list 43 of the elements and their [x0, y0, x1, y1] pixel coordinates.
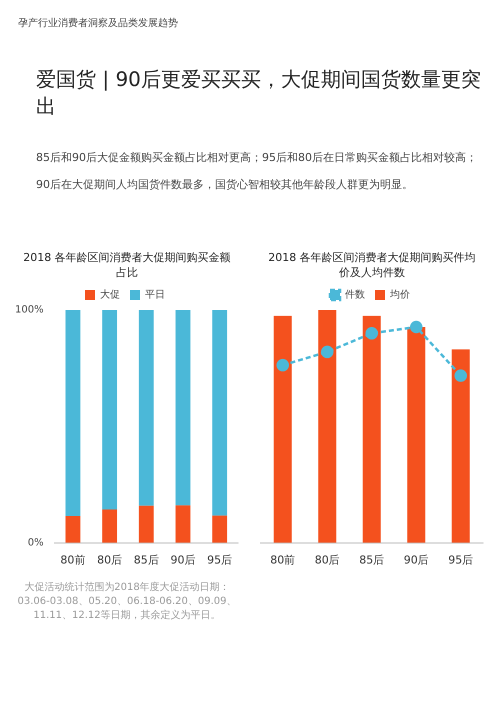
legend-label: 均价 — [389, 288, 410, 301]
y-tick-label: 0% — [28, 537, 44, 548]
bar — [362, 316, 381, 543]
point — [454, 369, 467, 382]
text: 85后和90后大促金额购买金额占比相对更高；95后和80后在日常购买金额占比相对较高； — [36, 150, 478, 165]
bar — [212, 310, 228, 516]
bar — [102, 510, 118, 543]
text: 爱国货 | 90后更爱买买买，大促期间国货数量更突出 — [36, 66, 481, 120]
x-tick-label: 90后 — [404, 553, 429, 566]
text: 大促活动统计范围为2018年度大促活动日期：03.06-03.08、05.20、06.18-06.20、09.09、11.11、12.12等日期，其余定义为平日。 — [16, 580, 238, 622]
bar — [318, 310, 336, 543]
legend-label: 件数 — [345, 290, 365, 301]
bar — [66, 516, 80, 543]
legend-label: 大促 — [100, 288, 120, 301]
x-tick-label: 95后 — [207, 553, 232, 566]
x-tick-label: 95后 — [448, 553, 474, 566]
point — [366, 327, 378, 340]
x-tick-label: 85后 — [134, 553, 159, 566]
point — [276, 358, 289, 372]
bar — [102, 310, 118, 510]
text: 孕产行业消费者洞察及品类发展趋势 — [18, 16, 179, 30]
bar — [452, 349, 470, 543]
bar — [274, 316, 292, 543]
legend-label: 平日 — [145, 290, 165, 301]
y-tick-label: 100% — [14, 304, 44, 316]
point — [321, 346, 334, 358]
x-tick-label: 80后 — [97, 553, 122, 566]
x-tick-label: 80前 — [270, 553, 296, 566]
bar — [176, 310, 190, 506]
x-tick-label: 85后 — [359, 553, 384, 566]
bar — [176, 505, 190, 543]
bar — [138, 506, 154, 543]
text: 90后在大促期间人均国货件数最多，国货心智相较其他年龄段人群更为明显。 — [36, 177, 414, 192]
chart-title: 2018 各年龄区间消费者大促期间购买金额占比 — [22, 250, 232, 280]
x-tick-label: 90后 — [170, 553, 196, 566]
bar — [407, 326, 426, 543]
point — [410, 320, 422, 334]
bar — [212, 516, 228, 543]
bar — [66, 310, 80, 516]
x-tick-label: 80前 — [60, 553, 86, 566]
chart-title: 2018 各年龄区间消费者大促期间购买件均价及人均件数 — [267, 250, 477, 280]
x-tick-label: 80后 — [314, 553, 340, 566]
bar — [138, 310, 154, 506]
